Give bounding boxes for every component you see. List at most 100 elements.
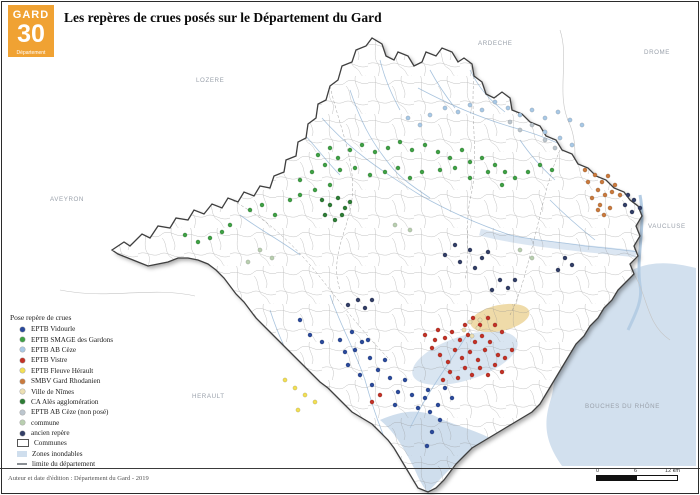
flood-marker-dot <box>392 402 398 408</box>
legend-item-label: EPTB SMAGE des Gardons <box>31 335 114 344</box>
flood-marker-dot <box>457 259 463 265</box>
legend-item-label: commune <box>31 418 60 427</box>
flood-marker-dot <box>195 239 201 245</box>
flood-marker-dot <box>557 135 563 141</box>
flood-marker-dot <box>362 305 368 311</box>
flood-marker-dot <box>387 375 393 381</box>
flood-marker-dot <box>405 115 411 121</box>
legend-item-label: EPTB AB Cèze <box>31 345 77 354</box>
flood-marker-dot <box>342 205 348 211</box>
flood-marker-dot <box>425 387 431 393</box>
flood-marker-dot <box>365 337 371 343</box>
flood-marker-dot <box>352 347 358 353</box>
flood-marker-dot <box>509 347 515 353</box>
flood-marker-dot <box>287 197 293 203</box>
flood-marker-dot <box>499 329 505 335</box>
flood-marker-dot <box>542 129 548 135</box>
flood-marker-dot <box>461 327 467 333</box>
flood-marker-dot <box>447 369 453 375</box>
legend-item-label: ancien repère <box>31 429 70 438</box>
flood-marker-dot <box>345 302 351 308</box>
credit-text: Auteur et date d'édition : Département d… <box>8 475 149 482</box>
flood-marker-dot <box>467 349 473 355</box>
flood-marker-dot <box>327 202 333 208</box>
flood-marker-dot <box>609 189 615 195</box>
flood-marker-dot <box>525 169 531 175</box>
scale-label-max: 12 km <box>665 468 680 474</box>
scale-bar-labels: 0 6 12 km <box>596 468 680 475</box>
neighbor-department-label: ARDECHE <box>478 40 512 47</box>
flood-marker-dot <box>247 207 253 213</box>
flood-marker-dot <box>435 149 441 155</box>
flood-marker-dot <box>492 322 498 328</box>
legend-areas: Communes Zones inondables limite du départ… <box>10 438 113 469</box>
flood-marker-dot <box>342 349 348 355</box>
legend-item: CA Alès agglomération <box>10 397 113 407</box>
neighbor-department-label: VAUCLUSE <box>648 223 686 230</box>
scale-label-0: 0 <box>596 468 600 474</box>
flood-marker-dot <box>462 322 468 328</box>
flood-marker-dot <box>607 205 613 211</box>
legend-item-label: CA Alès agglomération <box>31 397 99 406</box>
flood-marker-dot <box>482 347 488 353</box>
flood-marker-dot <box>512 175 518 181</box>
flood-marker-dot <box>499 369 505 375</box>
flood-marker-dot <box>552 145 558 151</box>
flood-marker-dot <box>427 112 433 118</box>
flood-marker-dot <box>497 277 503 283</box>
flood-marker-dot <box>382 357 388 363</box>
legend-item: EPTB Vistre <box>10 355 113 365</box>
flood-marker-dot <box>219 229 225 235</box>
flood-marker-dot <box>465 332 471 338</box>
legend-item: EPTB Vidourle <box>10 324 113 334</box>
legend-color-dot <box>20 378 25 384</box>
flood-marker-dot <box>422 395 428 401</box>
flood-marker-dot <box>637 205 643 211</box>
legend-color-dot <box>20 337 25 343</box>
legend-area-swatch <box>17 439 29 448</box>
scale-label-mid: 6 <box>634 468 638 474</box>
legend-title: Pose repère de crues <box>10 313 72 322</box>
flood-marker-dot <box>517 112 523 118</box>
flood-marker-dot <box>409 392 415 398</box>
flood-marker-dot <box>507 119 513 125</box>
legend-color-dot <box>20 409 25 415</box>
flood-marker-dot <box>462 365 468 371</box>
flood-marker-dot <box>467 159 473 165</box>
logo-text-30: 30 <box>17 20 45 48</box>
flood-marker-dot <box>555 267 561 273</box>
flood-marker-dot <box>207 235 213 241</box>
legend-area-item: Communes <box>10 438 113 448</box>
flood-marker-dot <box>377 392 383 398</box>
flood-marker-dot <box>502 355 508 361</box>
flood-marker-dot <box>452 165 458 171</box>
legend-item: Ville de Nîmes <box>10 386 113 396</box>
legend-area-label: Zones inondables <box>32 449 83 458</box>
legend-color-dot <box>20 368 25 374</box>
flood-marker-dot <box>282 377 288 383</box>
neighbor-department-label: HERAULT <box>192 393 225 400</box>
flood-marker-dot <box>495 352 501 358</box>
flood-marker-dot <box>302 392 308 398</box>
flood-marker-dot <box>442 335 448 341</box>
flood-marker-dot <box>487 339 493 345</box>
flood-marker-dot <box>492 362 498 368</box>
flood-marker-dot <box>479 155 485 161</box>
flood-marker-dot <box>359 339 365 345</box>
legend-item: commune <box>10 418 113 428</box>
flood-marker-dot <box>409 147 415 153</box>
scale-bar-segment-light <box>637 476 677 480</box>
legend-area-swatch <box>17 450 27 457</box>
flood-marker-dot <box>297 317 303 323</box>
legend-item: EPTB SMAGE des Gardons <box>10 334 113 344</box>
flood-marker-dot <box>469 372 475 378</box>
flood-marker-dot <box>269 255 275 261</box>
flood-marker-dots-layer <box>182 99 643 449</box>
flood-marker-dot <box>622 202 628 208</box>
flood-marker-dot <box>595 207 601 213</box>
flood-marker-dot <box>585 179 591 185</box>
flood-marker-dot <box>367 355 373 361</box>
flood-marker-dot <box>359 142 365 148</box>
flood-marker-dot <box>467 175 473 181</box>
